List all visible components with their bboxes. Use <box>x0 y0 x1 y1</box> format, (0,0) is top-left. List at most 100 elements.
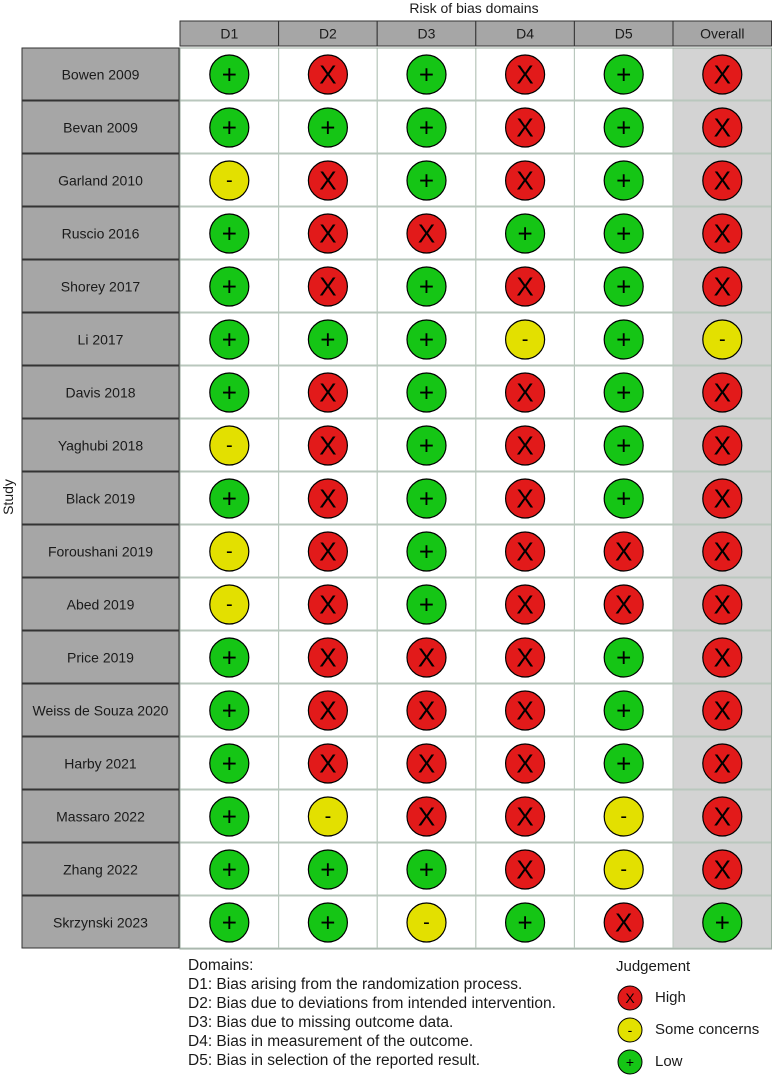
study-label-cell <box>21 471 180 525</box>
judgement-circle <box>209 478 250 519</box>
study-label-cell <box>21 100 180 154</box>
judgement-symbol: X <box>516 696 533 726</box>
judgement-circle <box>209 107 250 148</box>
judgement-symbol: + <box>616 696 631 726</box>
judgement-symbol: + <box>616 60 631 90</box>
judgement-symbol: + <box>320 855 335 885</box>
judgement-symbol: X <box>615 908 632 938</box>
judgement-symbol: + <box>616 378 631 408</box>
judgement-circle <box>504 319 546 360</box>
judgement-symbol: X <box>714 696 731 726</box>
judgement-circle <box>209 531 250 572</box>
judgement-circle <box>702 849 743 890</box>
study-label-cell <box>21 418 180 472</box>
judgement-circle <box>209 372 250 413</box>
judgement-circle <box>702 213 743 254</box>
judgement-circle <box>702 266 743 307</box>
judgement-symbol: X <box>418 802 435 832</box>
domains-heading: Domains: <box>188 957 254 974</box>
judgement-circle <box>702 425 743 466</box>
judgement-symbol: X <box>319 590 336 620</box>
judgement-circle <box>406 478 447 519</box>
judgement-symbol: + <box>616 219 631 249</box>
judgement-circle <box>406 107 447 148</box>
judgement-symbol: X <box>516 272 533 302</box>
study-label: Yaghubi 2018 <box>58 438 144 454</box>
judgement-symbol: - <box>620 806 627 828</box>
judgement-circle <box>209 796 250 837</box>
high-judgement-icon: X <box>617 985 643 1011</box>
study-label-cell <box>21 47 180 101</box>
judgement-circle <box>603 107 644 148</box>
study-label: Price 2019 <box>67 650 134 666</box>
legend-label-some-concerns: Some concerns <box>655 1021 760 1038</box>
judgement-symbol: + <box>320 908 335 938</box>
study-label: Ruscio 2016 <box>62 226 140 242</box>
judgement-symbol: + <box>222 113 237 143</box>
judgement-symbol: X <box>714 378 731 408</box>
column-header-cell <box>278 20 378 47</box>
judgement-symbol: X <box>714 113 731 143</box>
judgement-symbol: - <box>423 912 430 934</box>
judgement-symbol: + <box>715 908 730 938</box>
legend-label-high: High <box>655 989 686 1006</box>
judgement-circle <box>702 372 743 413</box>
judgement-symbol: + <box>616 749 631 779</box>
judgement-symbol: + <box>419 166 434 196</box>
column-header-label: D4 <box>516 26 534 42</box>
judgement-circle <box>603 319 644 360</box>
judgement-circle <box>702 690 743 731</box>
judgement-symbol: X <box>319 749 336 779</box>
judgement-circle <box>603 584 644 625</box>
judgement-symbol: + <box>616 431 631 461</box>
study-label-cell <box>21 206 180 260</box>
judgement-circle <box>307 54 348 95</box>
judgement-circle <box>504 902 546 943</box>
judgement-symbol: X <box>714 219 731 249</box>
study-label: Bowen 2009 <box>62 67 140 83</box>
judgement-symbol: X <box>714 537 731 567</box>
judgement-symbol: X <box>516 431 533 461</box>
judgement-circle <box>504 425 546 466</box>
judgement-circle <box>603 690 644 731</box>
y-axis-label: Study <box>0 479 16 515</box>
judgement-symbol: + <box>616 272 631 302</box>
judgement-symbol: + <box>320 325 335 355</box>
judgement-symbol: + <box>222 802 237 832</box>
judgement-circle <box>702 796 743 837</box>
judgement-symbol: + <box>222 378 237 408</box>
judgement-circle <box>307 637 348 678</box>
judgement-symbol: + <box>419 855 434 885</box>
study-label-cell <box>21 365 180 419</box>
study-label: Massaro 2022 <box>56 809 145 825</box>
study-label-cell <box>21 630 180 684</box>
judgement-symbol: X <box>319 272 336 302</box>
judgement-symbol: X <box>516 113 533 143</box>
judgement-symbol: + <box>419 537 434 567</box>
judgement-circle <box>209 690 250 731</box>
judgement-circle <box>504 584 546 625</box>
judgement-legend-title: Judgement <box>616 958 691 975</box>
judgement-symbol: + <box>222 60 237 90</box>
judgement-circle <box>603 902 644 943</box>
judgement-circle <box>307 319 348 360</box>
judgement-symbol: X <box>516 60 533 90</box>
judgement-circle <box>702 637 743 678</box>
judgement-circle <box>504 213 546 254</box>
judgement-symbol: X <box>714 166 731 196</box>
judgement-circle <box>307 107 348 148</box>
judgement-symbol: - <box>226 170 233 192</box>
judgement-circle <box>406 266 447 307</box>
judgement-circle <box>209 584 250 625</box>
study-label-cell <box>21 577 180 631</box>
judgement-symbol: X <box>516 802 533 832</box>
judgement-circle <box>504 54 546 95</box>
judgement-circle <box>307 743 348 784</box>
judgement-symbol: X <box>714 590 731 620</box>
judgement-symbol: + <box>616 113 631 143</box>
judgement-circle <box>603 637 644 678</box>
study-label-cell <box>21 524 180 578</box>
judgement-symbol: X <box>516 643 533 673</box>
judgement-circle <box>603 478 644 519</box>
judgement-circle <box>702 107 743 148</box>
